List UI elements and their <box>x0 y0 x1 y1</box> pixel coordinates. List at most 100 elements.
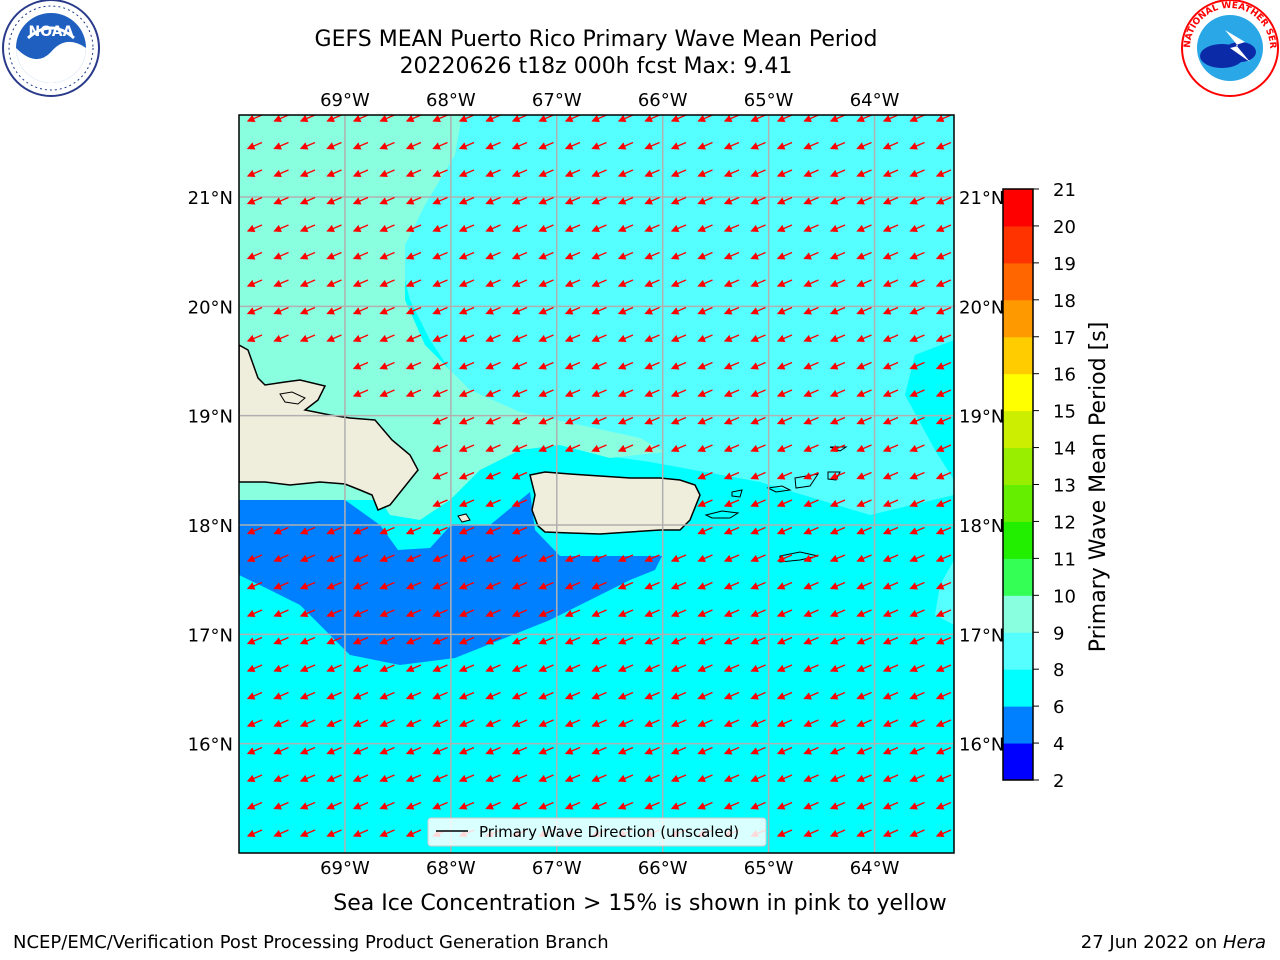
wave-arrow <box>485 444 501 453</box>
wave-arrow <box>379 279 395 288</box>
wave-arrow <box>379 581 395 590</box>
wave-arrow <box>273 141 289 150</box>
wave-arrow <box>246 801 263 810</box>
wave-arrow <box>591 554 607 563</box>
wave-arrow <box>538 774 554 783</box>
wave-arrow <box>511 115 528 123</box>
wave-arrow <box>776 224 793 233</box>
colorbar-segment <box>1003 373 1033 412</box>
wave-arrow <box>644 141 660 150</box>
wave-arrow <box>617 719 634 728</box>
wave-arrow <box>432 499 448 508</box>
wave-arrow <box>405 636 422 645</box>
wave-arrow <box>829 471 846 480</box>
wave-arrow <box>882 526 899 535</box>
wave-arrow <box>670 554 687 563</box>
wave-arrow <box>246 829 263 838</box>
wave-arrow <box>803 746 819 755</box>
wave-arrow <box>299 664 316 673</box>
wave-arrow <box>591 746 607 755</box>
wave-arrow <box>246 636 263 645</box>
wave-arrow <box>432 774 448 783</box>
wave-arrow <box>909 471 925 480</box>
wave-arrow <box>485 334 501 343</box>
wave-arrow <box>458 389 475 398</box>
wave-arrow <box>299 526 316 535</box>
latitude-label: 18°N <box>188 516 233 537</box>
wave-arrow <box>750 526 766 535</box>
wave-arrow <box>299 251 316 260</box>
wave-arrow <box>352 829 369 838</box>
wave-arrow <box>697 554 713 563</box>
wave-arrow <box>379 196 395 205</box>
wave-arrow <box>564 774 581 783</box>
wave-arrow <box>246 251 263 260</box>
wave-arrow <box>458 471 475 480</box>
wave-arrow <box>803 416 819 425</box>
wave-arrow <box>458 444 475 453</box>
wave-arrow <box>299 115 316 123</box>
wave-arrow <box>299 719 316 728</box>
wave-arrow <box>326 279 342 288</box>
wave-arrow <box>458 224 475 233</box>
chart-title: GEFS MEAN Puerto Rico Primary Wave Mean … <box>314 27 878 52</box>
wave-arrow <box>909 306 925 315</box>
wave-arrow <box>538 691 554 700</box>
wave-arrow <box>432 636 448 645</box>
wave-arrow <box>299 279 316 288</box>
virgin-islands-west <box>704 510 740 519</box>
wave-arrow <box>750 471 766 480</box>
wave-arrow <box>511 801 528 810</box>
wave-arrow <box>511 609 528 618</box>
wave-arrow <box>856 306 872 315</box>
wave-arrow <box>405 664 422 673</box>
wave-arrow <box>591 251 607 260</box>
wave-arrow <box>299 196 316 205</box>
wave-arrow <box>326 581 342 590</box>
wave-arrow <box>803 499 819 508</box>
wave-arrow <box>326 251 342 260</box>
wave-arrow <box>935 389 952 398</box>
wave-arrow <box>352 719 369 728</box>
wave-arrow <box>856 416 872 425</box>
wave-arrow <box>670 609 687 618</box>
wave-arrow <box>591 691 607 700</box>
colorbar-segment <box>1003 299 1033 338</box>
wave-arrow <box>352 801 369 810</box>
wave-arrow <box>644 169 660 178</box>
wave-arrow <box>935 279 952 288</box>
wave-arrow <box>829 636 846 645</box>
colorbar-segment <box>1003 669 1033 707</box>
wave-arrow <box>511 499 528 508</box>
latitude-labels-right: 21°N 20°N 19°N 18°N 17°N 16°N <box>959 188 1004 756</box>
latitude-label: 21°N <box>188 188 233 209</box>
wave-arrow <box>776 499 793 508</box>
wave-arrow <box>485 279 501 288</box>
wave-arrow <box>935 196 952 205</box>
wave-arrow <box>485 691 501 700</box>
wave-arrow <box>246 196 263 205</box>
wave-arrow <box>803 581 819 590</box>
wave-arrow <box>829 361 846 370</box>
wave-arrow <box>776 801 793 810</box>
wave-arrow <box>511 196 528 205</box>
wave-arrow <box>670 774 687 783</box>
wave-arrow <box>538 389 554 398</box>
wave-arrow <box>644 251 660 260</box>
wave-arrow <box>246 719 263 728</box>
footer-date-text: 27 Jun 2022 on <box>1080 932 1223 953</box>
wave-arrow <box>670 306 687 315</box>
wave-arrow <box>803 444 819 453</box>
wave-arrow <box>511 169 528 178</box>
wave-arrow <box>856 196 872 205</box>
colorbar-tick-label: 13 <box>1053 476 1076 497</box>
wave-arrow <box>697 581 713 590</box>
wave-arrow <box>299 169 316 178</box>
wave-arrow <box>379 389 395 398</box>
wave-arrow <box>458 774 475 783</box>
wave-arrow <box>776 829 793 838</box>
wave-arrow <box>273 279 289 288</box>
wave-arrow <box>564 746 581 755</box>
wave-arrow <box>432 609 448 618</box>
wave-arrow <box>909 169 925 178</box>
